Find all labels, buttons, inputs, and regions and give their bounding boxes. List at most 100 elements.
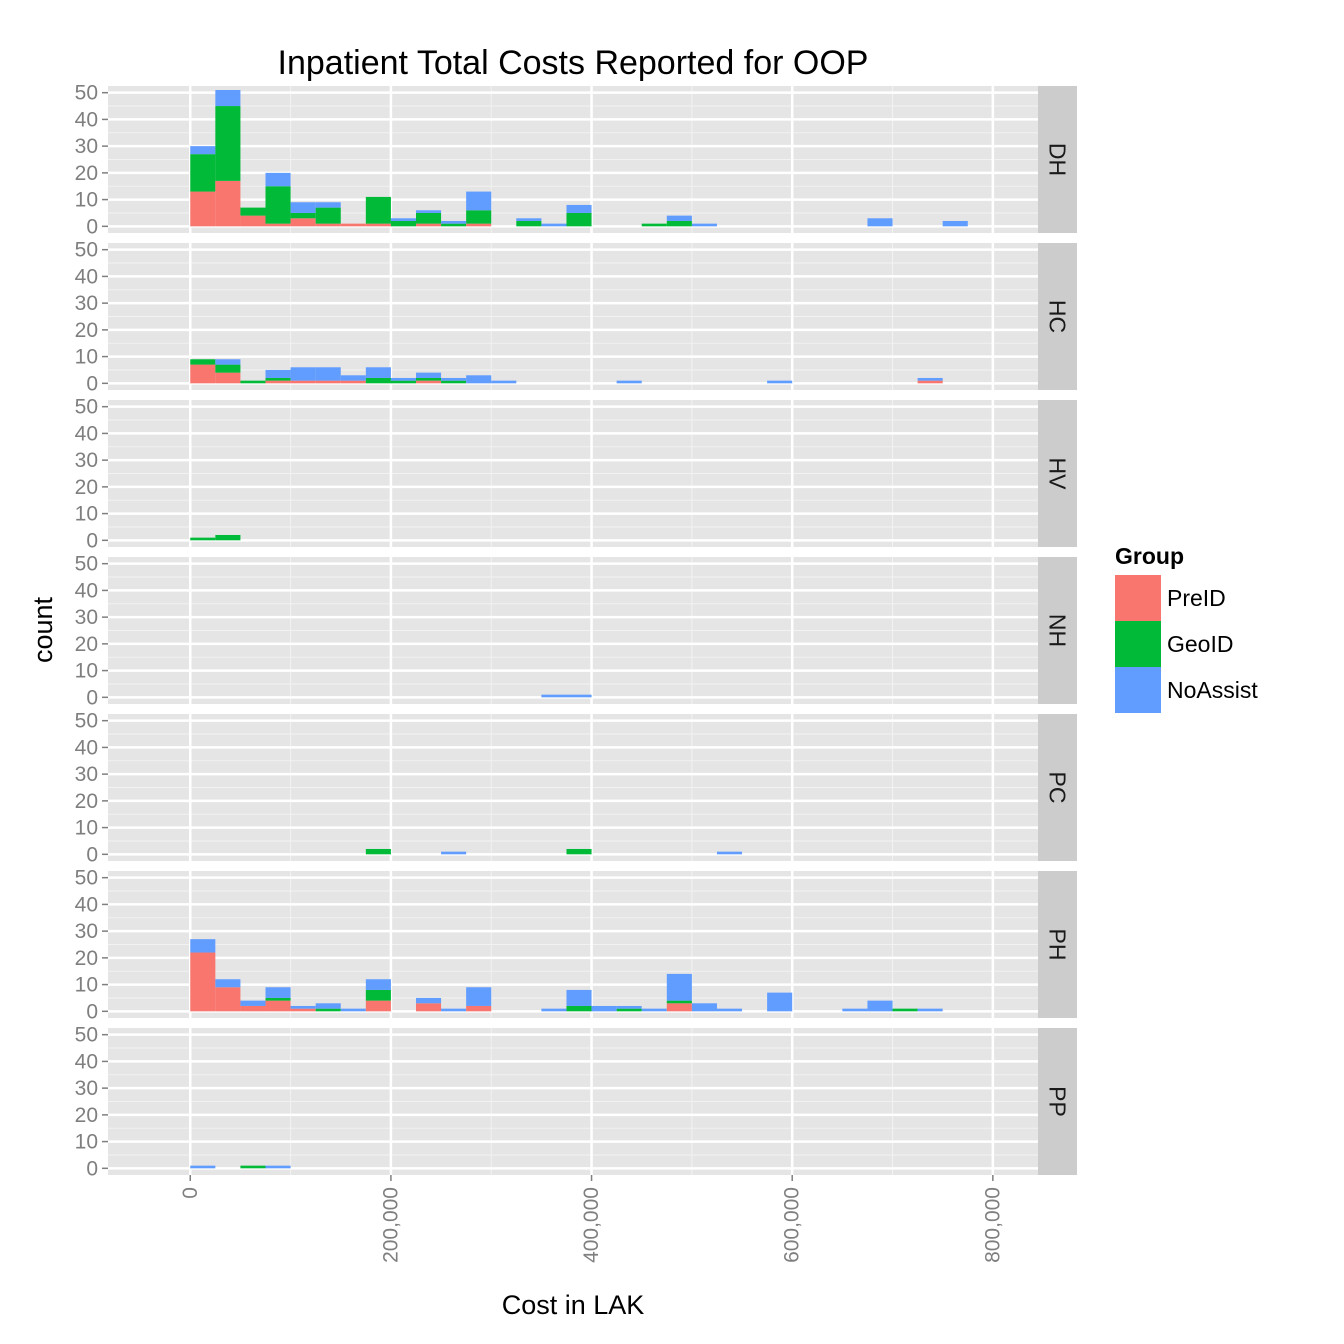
bar-geoid (190, 537, 216, 541)
facet-panels: 01020304050DH01020304050HC01020304050HV0… (75, 82, 1077, 1180)
bar-noassist (315, 367, 341, 381)
bar-geoid (415, 212, 442, 224)
bar-preid (240, 215, 266, 227)
bar-noassist (190, 939, 216, 953)
bar-geoid (566, 212, 592, 227)
y-tick-label: 0 (86, 686, 98, 709)
x-tick-label: 600,000 (781, 1187, 804, 1263)
bar-preid (290, 218, 316, 227)
legend-label: PreID (1167, 585, 1226, 611)
bar-noassist (516, 218, 542, 221)
bar-geoid (666, 1000, 692, 1004)
bar-preid (215, 987, 241, 1012)
bar-noassist (441, 220, 467, 224)
legend: Group PreID GeoID NoAssist (1115, 543, 1258, 713)
bar-noassist (365, 979, 391, 990)
bar-noassist (466, 375, 492, 384)
bar-noassist (591, 1005, 617, 1012)
bar-noassist (767, 992, 793, 1012)
facet-strip-label: HC (1045, 300, 1071, 333)
bar-preid (315, 223, 341, 227)
bar-noassist (390, 218, 416, 221)
bar-preid (290, 1008, 316, 1012)
bar-preid (240, 1005, 266, 1012)
bar-noassist (365, 367, 391, 378)
y-tick-label: 30 (75, 449, 98, 472)
bar-noassist (917, 1008, 943, 1012)
y-tick-label: 0 (86, 372, 98, 395)
y-tick-label: 10 (75, 1131, 98, 1154)
bar-geoid (441, 223, 467, 227)
bar-noassist (290, 1005, 316, 1009)
bar-geoid (265, 377, 291, 381)
bar-noassist (616, 1005, 642, 1009)
bar-noassist (716, 1008, 743, 1012)
bar-noassist (441, 377, 467, 381)
y-tick-label: 0 (86, 529, 98, 552)
bar-geoid (365, 196, 391, 224)
bar-geoid (616, 1008, 642, 1012)
bar-geoid (566, 1005, 592, 1012)
facet-panel-dh: 0 10 20 30 40 50 DH (75, 82, 1077, 238)
y-tick-label: 20 (75, 319, 98, 342)
bar-noassist (641, 1008, 667, 1012)
bar-geoid (466, 210, 492, 224)
bar-noassist (691, 1003, 717, 1012)
y-tick-label: 0 (86, 1000, 98, 1023)
facet-panel-nh: 0 10 20 30 40 50 NH (75, 553, 1077, 709)
y-tick-label: 20 (75, 476, 98, 499)
y-tick-label: 50 (75, 239, 98, 262)
bar-geoid (215, 106, 241, 181)
bar-noassist (290, 202, 316, 213)
y-tick-label: 20 (75, 162, 98, 185)
y-tick-label: 30 (75, 763, 98, 786)
bar-noassist (691, 223, 717, 227)
y-tick-label: 0 (86, 1157, 98, 1180)
bar-geoid (365, 989, 391, 1001)
bar-geoid (315, 207, 341, 224)
bar-geoid (566, 848, 592, 855)
bar-noassist (415, 210, 442, 213)
facet-panel-hc: 0 10 20 30 40 50 HC (75, 239, 1077, 395)
bar-geoid (516, 220, 542, 227)
y-tick-label: 20 (75, 1104, 98, 1127)
bar-noassist (716, 851, 743, 855)
y-tick-label: 10 (75, 189, 98, 212)
legend-item-noassist: NoAssist (1115, 667, 1258, 713)
y-tick-label: 40 (75, 265, 98, 288)
bar-noassist (390, 377, 416, 381)
y-tick-label: 40 (75, 422, 98, 445)
bar-noassist (415, 372, 442, 378)
y-tick-label: 40 (75, 893, 98, 916)
y-axis-title: count (28, 596, 58, 663)
bar-geoid (641, 223, 667, 227)
bar-geoid (240, 1165, 266, 1169)
y-tick-label: 30 (75, 1077, 98, 1100)
bar-geoid (190, 154, 216, 192)
bar-geoid (240, 207, 266, 216)
bar-geoid (390, 220, 416, 227)
bar-geoid (365, 848, 391, 855)
facet-strip (1038, 871, 1077, 1018)
legend-label: GeoID (1167, 631, 1233, 657)
bar-noassist (666, 215, 692, 221)
y-tick-label: 30 (75, 135, 98, 158)
facet-strip-label: PP (1045, 1086, 1071, 1117)
bar-preid (415, 223, 442, 227)
bar-preid (215, 180, 241, 227)
bar-noassist (566, 694, 592, 698)
bar-noassist (441, 1008, 467, 1012)
bar-noassist (541, 223, 567, 227)
y-tick-label: 30 (75, 920, 98, 943)
bar-noassist (340, 1008, 366, 1012)
y-tick-label: 30 (75, 292, 98, 315)
bar-geoid (215, 534, 241, 541)
x-tick-label: 200,000 (379, 1187, 402, 1263)
y-tick-label: 10 (75, 503, 98, 526)
bar-preid (340, 380, 366, 384)
x-tick-label: 0 (179, 1187, 202, 1199)
bar-geoid (265, 186, 291, 224)
facet-strip-label: DH (1045, 143, 1071, 176)
bar-preid (315, 380, 341, 384)
